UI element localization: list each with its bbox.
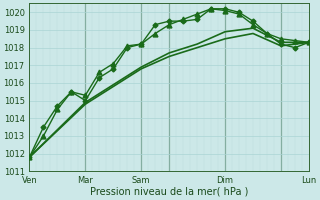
X-axis label: Pression niveau de la mer( hPa ): Pression niveau de la mer( hPa ): [90, 187, 248, 197]
